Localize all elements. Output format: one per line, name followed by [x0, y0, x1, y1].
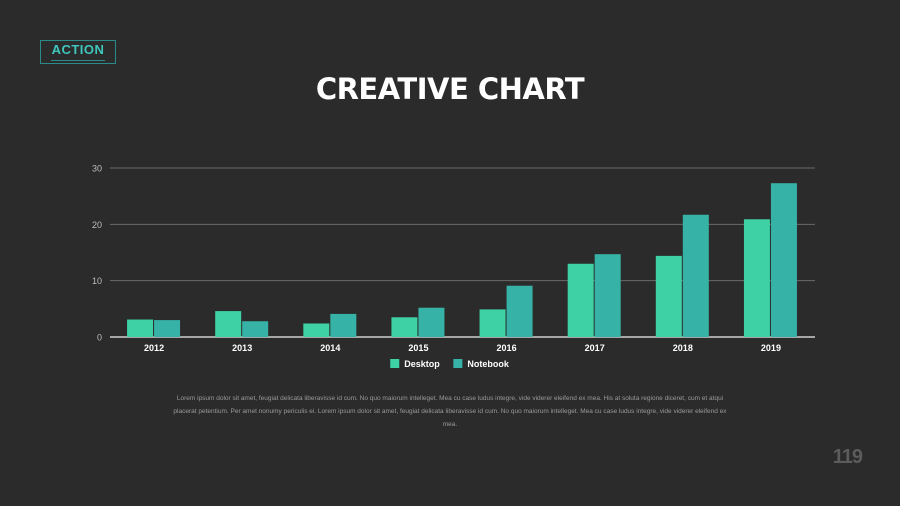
bar-notebook	[330, 313, 357, 337]
y-tick-label: 0	[97, 333, 102, 343]
bar-desktop	[215, 311, 242, 337]
x-tick-label: 2018	[673, 343, 693, 353]
x-tick-label: 2015	[408, 343, 428, 353]
x-tick-label: 2016	[497, 343, 517, 353]
bar-desktop	[479, 309, 506, 337]
x-tick-label: 2017	[585, 343, 605, 353]
logo-underline	[51, 60, 105, 61]
bar-notebook	[594, 254, 621, 337]
logo-text: ACTION	[51, 42, 105, 57]
bar-desktop	[743, 219, 770, 337]
x-tick-label: 2012	[144, 343, 164, 353]
y-tick-label: 20	[92, 220, 102, 230]
legend-swatch-notebook	[453, 359, 463, 368]
x-tick-label: 2013	[232, 343, 252, 353]
bar-notebook	[770, 183, 797, 337]
bar-notebook	[154, 320, 181, 337]
bar-desktop	[391, 317, 418, 337]
bar-desktop	[127, 319, 154, 337]
x-tick-label: 2014	[320, 343, 340, 353]
chart-title: CREATIVE CHART	[315, 72, 585, 106]
page-number: 119	[832, 446, 863, 468]
y-tick-label: 30	[92, 164, 102, 174]
bar-notebook	[682, 214, 709, 337]
bar-desktop	[303, 323, 330, 337]
legend-label-notebook: Notebook	[467, 359, 509, 369]
x-tick-label: 2019	[761, 343, 781, 353]
y-tick-label: 10	[92, 276, 102, 286]
legend-swatch-desktop	[390, 359, 400, 368]
legend-label-desktop: Desktop	[404, 359, 440, 369]
bar-notebook	[242, 321, 269, 337]
description-text: Lorem ipsum dolor sit amet, feugiat deli…	[173, 395, 727, 428]
bar-notebook	[418, 307, 445, 337]
bar-notebook	[506, 285, 533, 337]
bar-desktop	[655, 255, 682, 337]
logo: ACTION	[40, 40, 116, 64]
bar-desktop	[567, 263, 594, 337]
